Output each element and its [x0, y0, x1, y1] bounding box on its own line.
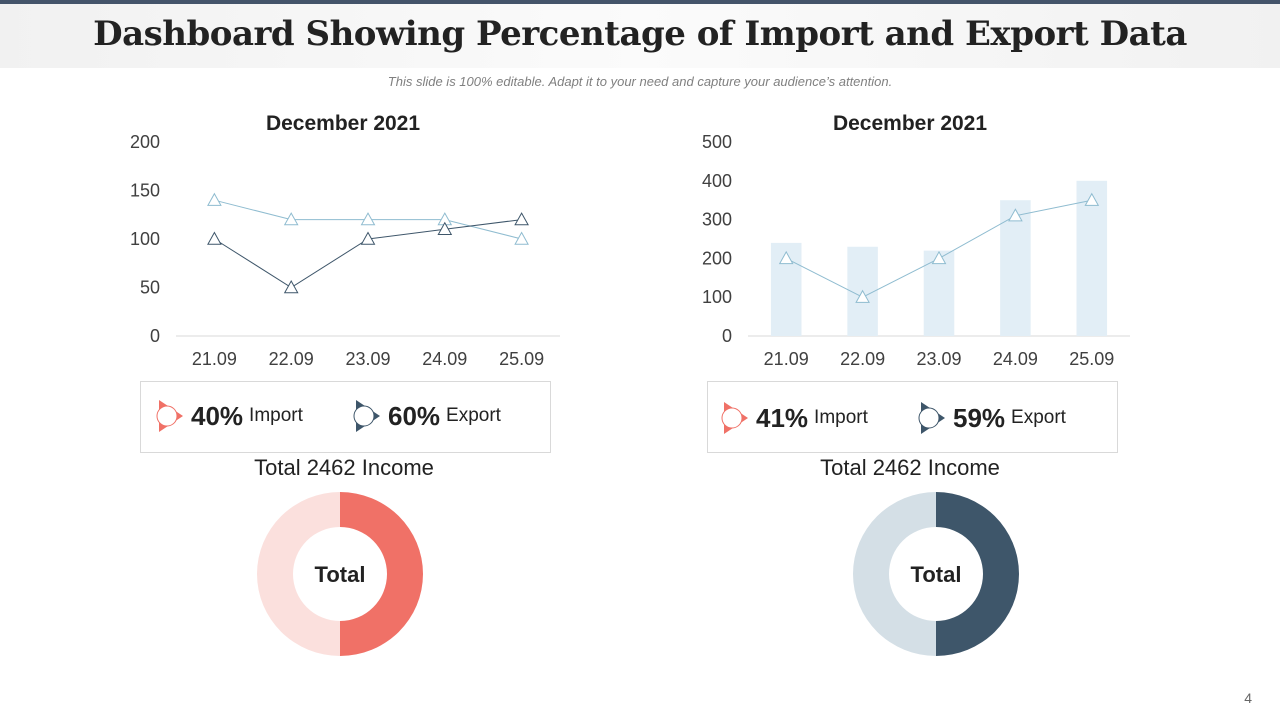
data-point-marker: [283, 212, 299, 226]
data-point-marker: [855, 289, 870, 303]
x-tick-label: 24.09: [993, 349, 1038, 369]
export-percent: 59%: [953, 402, 1006, 433]
y-tick-label: 400: [702, 171, 732, 191]
y-tick-label: 50: [140, 278, 160, 298]
data-point-marker: [1008, 208, 1023, 222]
x-tick-label: 23.09: [345, 349, 390, 369]
data-point-marker: [360, 212, 376, 226]
data-point-marker: [514, 231, 529, 245]
data-point-marker: [207, 192, 222, 206]
export-marker-icon: [353, 400, 380, 432]
data-point-marker: [1084, 192, 1100, 206]
donut-center-label: Total: [911, 562, 962, 587]
donut-slice-import: [852, 492, 936, 656]
y-tick-label: 200: [702, 248, 732, 268]
data-point-marker: [283, 279, 299, 294]
donut-slice-import: [256, 492, 340, 656]
page-title: Dashboard Showing Percentage of Import a…: [93, 14, 1187, 54]
data-point-marker: [514, 212, 529, 226]
x-tick-label: 21.09: [192, 349, 237, 369]
legend-item-import: 40% Import: [155, 396, 303, 436]
y-tick-label: 0: [150, 326, 160, 346]
data-point-marker: [931, 250, 947, 265]
import-label: Import: [814, 407, 868, 428]
bar-chart-title: December 2021: [832, 112, 988, 135]
bar: [923, 250, 955, 336]
y-tick-label: 200: [130, 132, 160, 152]
import-percent: 40%: [191, 400, 244, 431]
x-tick-label: 25.09: [1069, 349, 1114, 369]
import-marker-icon: [156, 400, 183, 432]
y-tick-label: 100: [130, 229, 160, 249]
donut-center-label: Total: [315, 562, 366, 587]
import-percent: 41%: [756, 402, 809, 433]
y-tick-label: 100: [702, 287, 732, 307]
y-tick-label: 300: [702, 210, 732, 230]
page-subtitle: This slide is 100% editable. Adapt it to…: [387, 74, 893, 89]
total-income-left: Total 2462 Income: [254, 455, 434, 480]
title-band: [0, 4, 1280, 68]
export-marker-icon: [918, 402, 945, 434]
total-income-right: Total 2462 Income: [820, 455, 1000, 480]
data-point-marker: [207, 231, 222, 245]
legend-box-right: 41% Import 59% Export: [707, 381, 1118, 453]
x-tick-label: 22.09: [840, 349, 885, 369]
data-point-marker: [360, 231, 376, 245]
import-marker-icon: [721, 402, 748, 434]
x-tick-label: 23.09: [916, 349, 961, 369]
x-tick-label: 22.09: [269, 349, 314, 369]
bar: [1000, 200, 1031, 336]
data-point-marker: [437, 221, 453, 235]
export-label: Export: [446, 405, 501, 426]
legend-item-export: 59% Export: [917, 398, 1066, 438]
donut-chart-left: Total: [256, 492, 423, 656]
line-chart-title: December 2021: [265, 112, 421, 135]
legend-item-export: 60% Export: [352, 396, 501, 436]
bar-chart: 0 100 200 300 400 500 21.09 22.09 23.09 24.09 25.0…: [702, 132, 1130, 369]
series-line: [214, 219, 522, 289]
donut-slice-export: [936, 492, 1019, 656]
export-percent: 60%: [388, 400, 441, 431]
donut-slice-export: [340, 492, 423, 656]
legend-box-left: 40% Import 60% Export: [140, 381, 551, 453]
y-tick-label: 500: [702, 132, 732, 152]
donut-chart-right: Total: [852, 492, 1019, 656]
line-chart: 0 50 100 150 200 21.09 22.09 23.09 24.09 25.09: [130, 132, 560, 369]
page-number: 4: [1244, 690, 1252, 706]
y-tick-label: 150: [130, 181, 160, 201]
x-tick-label: 25.09: [499, 349, 544, 369]
import-label: Import: [249, 405, 303, 426]
bar: [1076, 180, 1108, 336]
x-tick-label: 21.09: [764, 349, 809, 369]
data-point-marker: [778, 250, 794, 265]
legend-item-import: 41% Import: [720, 398, 868, 438]
x-tick-label: 24.09: [422, 349, 467, 369]
export-label: Export: [1011, 407, 1066, 428]
y-tick-label: 0: [722, 326, 732, 346]
top-accent-bar: [0, 0, 1280, 4]
